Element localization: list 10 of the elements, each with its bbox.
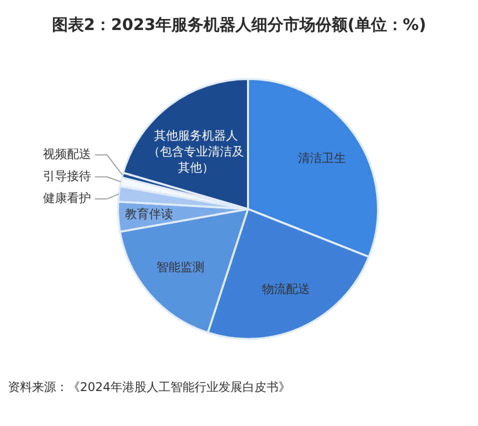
slice-label: 其他服务机器人（包含专业清洁及其他） bbox=[148, 128, 244, 174]
slice-label: 智能监测 bbox=[156, 260, 204, 274]
slice-label: 教育伴读 bbox=[124, 207, 173, 222]
slice-label: 引导接待 bbox=[43, 169, 91, 184]
slice-label: 视频配送 bbox=[43, 147, 91, 162]
text: 资料来源：《2024年港股人工智能行业发展白皮书》 bbox=[8, 379, 291, 395]
slice-label: 物流配送 bbox=[262, 282, 310, 296]
slice-label: 健康看护 bbox=[43, 191, 91, 206]
slice-label: 清洁卫生 bbox=[298, 150, 346, 165]
chart-title: 图表2：2023年服务机器人细分市场份额(单位：%) bbox=[50, 15, 428, 35]
